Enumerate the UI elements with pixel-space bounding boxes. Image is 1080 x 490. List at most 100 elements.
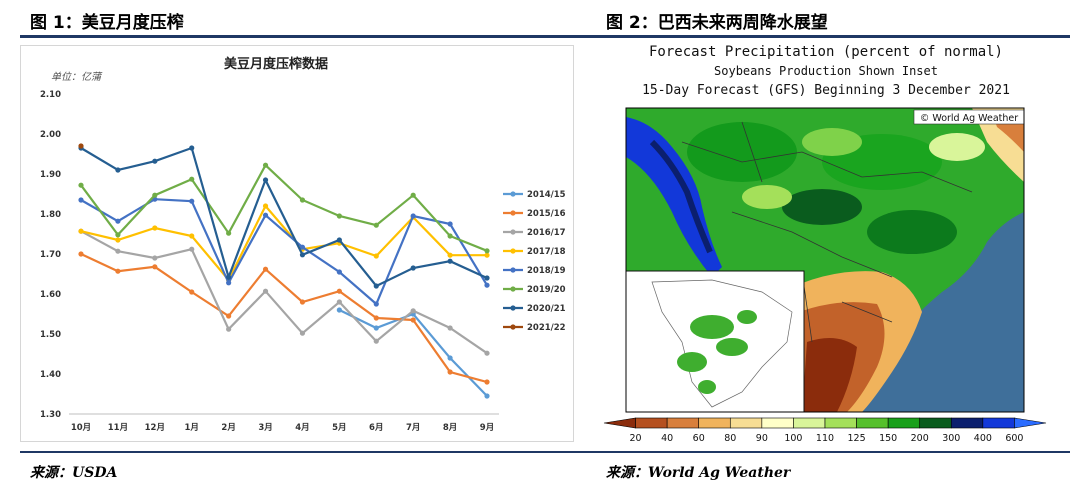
data-point [336,307,342,313]
data-point [373,301,379,307]
precip-colorbar: 20 40 60 80 90 100 110 125 150 200 300 400 600 [603,417,1047,444]
andes-wet-band [626,117,722,277]
x-tick-label: 11月 [108,423,128,433]
legend-label: 2018/19 [527,266,566,276]
data-point [447,325,453,331]
data-point [299,330,306,336]
legend-marker [510,324,516,330]
data-point [447,355,453,361]
colorbar-label: 20 [630,433,642,444]
y-tick-label: 1.50 [40,330,61,340]
y-tick-label: 2.10 [40,90,61,100]
data-point [226,280,232,286]
legend-label: 2019/20 [527,285,566,295]
data-point [78,228,84,234]
legend-item: 2017/18 [503,247,566,257]
data-point [226,313,232,319]
colorbar-swatch [887,417,921,429]
colorbar-swatch [635,417,668,429]
series-2021/22 [78,143,84,149]
south-driest [802,338,857,412]
data-point [484,350,490,356]
data-point [336,269,342,275]
colorbar-label: 125 [848,433,866,444]
data-point [373,325,379,331]
moderate-patch [742,185,792,209]
data-point [115,248,121,254]
legend-label: 2016/17 [527,228,566,238]
data-point [189,233,195,239]
legend-label: 2017/18 [527,247,566,257]
colorbar-label: 200 [911,433,929,444]
series-line [80,230,488,355]
data-point [115,167,121,173]
data-point [152,192,158,198]
x-tick-label: 2月 [221,423,235,433]
legend-marker [510,248,516,254]
colorbar-swatch [824,417,857,429]
map-frame [625,107,1025,413]
data-point [299,244,306,250]
colorbar-swatch [698,417,731,429]
data-point [78,182,84,188]
data-point [373,253,379,259]
data-point [115,268,121,274]
data-point [262,177,269,183]
colorbar-arrow-high [1014,417,1047,429]
x-tick-label: 9月 [480,423,494,433]
data-point [189,198,195,204]
series-2015/16 [78,251,490,385]
legend-marker [510,286,516,292]
data-point [262,212,269,218]
data-point [299,252,306,258]
data-point [410,265,416,271]
colorbar-label: 40 [661,433,673,444]
data-point [152,225,158,231]
chart-legend: 2014/15 2015/16 2016/17 2017/18 2018/19 2019/… [503,190,566,333]
legend-item: 2020/21 [503,304,566,314]
legend-item: 2016/17 [503,228,566,238]
x-tick-label: 10月 [71,423,91,433]
data-point [447,221,453,227]
data-point [115,237,121,243]
colorbar-swatch [666,417,700,429]
wet-patch [687,122,797,182]
inset-outline [651,279,793,408]
colorbar-swatch [982,417,1015,429]
y-tick-label: 1.80 [40,210,61,220]
y-axis: 2.10 2.00 1.90 1.80 1.70 1.60 1.50 1.40 1.30 [40,90,61,420]
data-point [262,162,269,168]
data-point [152,255,158,261]
precip-map-panel: Forecast Precipitation (percent of norma… [592,42,1060,447]
crush-chart-panel: 美豆月度压榨数据 单位：亿蒲 2.10 2.00 1.90 1.80 1.70 1.60 1… [20,45,574,442]
country-borders [681,121,973,343]
colorbar-swatch [793,417,826,429]
figure2-source: 来源：World Ag Weather [606,465,791,481]
data-point [152,158,158,164]
x-axis: 10月 11月 12月 1月 2月 3月 4月 5月 6月 7月 8月 9月 [69,413,499,433]
data-point [189,176,195,182]
legend-label: 2014/15 [527,190,566,200]
data-point [336,237,342,243]
series-2016/17 [78,228,490,356]
colorbar-swatch [919,417,952,429]
data-point [115,232,121,238]
y-tick-label: 1.60 [40,290,61,300]
data-point [336,299,342,305]
data-point [115,218,121,224]
soy-inset [626,270,805,412]
data-point [336,213,342,219]
data-point [262,288,269,294]
data-point [484,393,490,399]
legend-label: 2021/22 [527,323,566,333]
map-subtitle: Soybeans Production Shown Inset [714,64,938,78]
data-point [484,275,490,281]
series-2014/15 [336,307,490,399]
data-point [410,308,416,314]
series-2020/21 [78,145,490,289]
colorbar-label: 300 [942,433,960,444]
data-point [410,317,416,323]
legend-item: 2019/20 [503,285,566,295]
data-point [447,233,453,239]
data-point [152,264,158,270]
